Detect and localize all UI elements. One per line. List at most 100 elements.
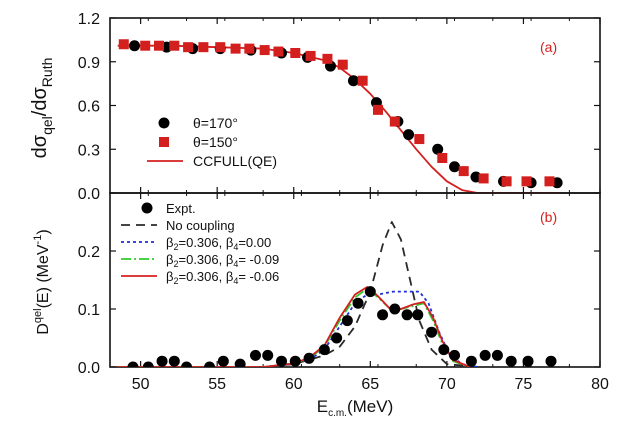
legend-label: θ=170° bbox=[193, 115, 238, 131]
legend-marker bbox=[159, 137, 169, 147]
data-point bbox=[154, 40, 164, 51]
data-point bbox=[432, 143, 444, 155]
data-point bbox=[181, 361, 193, 367]
data-point bbox=[426, 326, 438, 338]
plot-area bbox=[117, 39, 563, 193]
data-point bbox=[438, 344, 450, 356]
data-point bbox=[127, 361, 139, 367]
data-point bbox=[142, 361, 154, 367]
data-point bbox=[198, 42, 209, 53]
data-point bbox=[156, 355, 168, 367]
data-point bbox=[458, 166, 469, 177]
data-point bbox=[478, 173, 489, 184]
data-point bbox=[372, 104, 383, 115]
series-line bbox=[117, 287, 471, 367]
x-axis-label: Ec.m.(MeV) bbox=[317, 397, 394, 419]
data-point bbox=[449, 161, 461, 173]
data-point bbox=[352, 297, 364, 309]
data-point bbox=[289, 355, 301, 367]
y-tick-label: 0.0 bbox=[78, 186, 100, 203]
data-point bbox=[522, 355, 534, 367]
data-point bbox=[414, 134, 425, 145]
series-line bbox=[117, 286, 471, 367]
data-point bbox=[217, 355, 229, 367]
data-point bbox=[118, 39, 129, 50]
data-point bbox=[230, 43, 241, 54]
data-point bbox=[357, 75, 368, 86]
data-point bbox=[273, 46, 284, 57]
legend-label: β2=0.306, β4=0.00 bbox=[166, 235, 271, 252]
y-tick-label: 1.2 bbox=[78, 11, 100, 28]
y-axis-label-b: Dqel(E) (MeV-1) bbox=[32, 229, 52, 334]
data-point bbox=[341, 315, 353, 327]
data-point bbox=[168, 355, 180, 367]
data-point bbox=[545, 355, 557, 367]
data-point bbox=[140, 40, 151, 51]
y-tick-label: 0.6 bbox=[78, 99, 100, 116]
y-tick-label: 0.9 bbox=[78, 55, 100, 72]
data-point bbox=[389, 116, 400, 127]
y-tick-label: 0.3 bbox=[78, 142, 100, 159]
legend-label: No coupling bbox=[166, 218, 235, 233]
data-point bbox=[215, 42, 226, 53]
data-point bbox=[183, 42, 194, 53]
panel-label: (b) bbox=[540, 209, 557, 225]
data-point bbox=[401, 309, 413, 321]
data-point bbox=[318, 344, 330, 356]
data-point bbox=[412, 309, 424, 321]
legend-label: β2=0.306, β4= -0.09 bbox=[166, 252, 279, 269]
data-point bbox=[331, 332, 343, 344]
data-point bbox=[364, 286, 376, 298]
data-point bbox=[276, 355, 287, 367]
data-point bbox=[465, 355, 477, 367]
data-point bbox=[244, 43, 255, 54]
data-point bbox=[262, 349, 274, 361]
data-point bbox=[377, 309, 389, 321]
data-point bbox=[347, 75, 359, 87]
legend-marker bbox=[141, 202, 153, 214]
data-point bbox=[437, 153, 448, 163]
data-point bbox=[505, 355, 517, 367]
y-axis-label-a: dσqel/dσRuth bbox=[29, 58, 55, 159]
y-tick-label: 0.2 bbox=[78, 244, 100, 261]
data-point bbox=[169, 40, 180, 51]
data-point bbox=[234, 358, 246, 367]
data-point bbox=[322, 53, 333, 64]
x-tick-label: 70 bbox=[438, 376, 456, 393]
data-point bbox=[249, 349, 261, 361]
panel-a: 0.0 0.3 0.6 0.9 1.2 (a) bbox=[78, 11, 601, 203]
data-point bbox=[259, 45, 270, 56]
series-line bbox=[117, 290, 478, 367]
data-point bbox=[290, 48, 301, 58]
y-tick-label: 0.0 bbox=[78, 360, 100, 377]
panel-label: (a) bbox=[540, 39, 557, 55]
data-point bbox=[303, 352, 315, 364]
legend-marker bbox=[158, 117, 170, 129]
legend-label: θ=150° bbox=[193, 134, 238, 150]
data-point bbox=[129, 40, 140, 52]
data-point bbox=[204, 361, 216, 367]
plot-frame bbox=[109, 192, 601, 368]
plot-area bbox=[117, 221, 557, 367]
x-tick-label: 55 bbox=[208, 376, 226, 393]
legend-label: CCFULL(QE) bbox=[193, 153, 277, 169]
panel-b: 50 55 60 65 70 75 80 0.0 0.1 0.2 (b) bbox=[78, 192, 609, 393]
x-tick-label: 80 bbox=[591, 376, 609, 393]
legend-label: Expt. bbox=[166, 201, 196, 216]
data-point bbox=[501, 176, 512, 187]
y-tick-label: 0.1 bbox=[78, 302, 100, 319]
x-tick-label: 50 bbox=[132, 376, 150, 393]
x-tick-label: 60 bbox=[285, 376, 303, 393]
legend-a: θ=170° θ=150° CCFULL(QE) bbox=[147, 115, 277, 169]
data-point bbox=[449, 349, 461, 361]
data-point bbox=[403, 129, 415, 141]
data-point bbox=[389, 303, 401, 315]
data-point bbox=[491, 349, 503, 361]
data-point bbox=[337, 59, 348, 70]
data-point bbox=[479, 349, 491, 361]
x-tick-label: 75 bbox=[515, 376, 533, 393]
data-point bbox=[305, 50, 316, 61]
legend-label: β2=0.306, β4= -0.06 bbox=[166, 269, 279, 286]
